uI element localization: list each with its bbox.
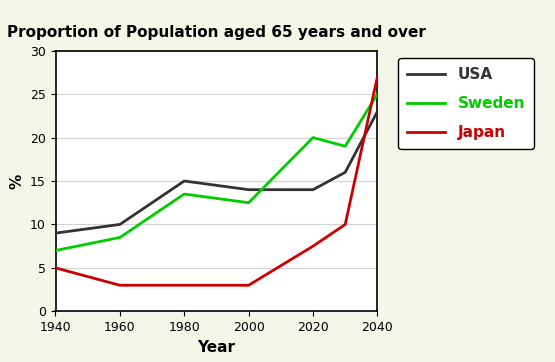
Japan — [117, 283, 123, 287]
Line: USA: USA — [56, 111, 377, 233]
Sweden — [52, 248, 59, 253]
Japan — [374, 75, 381, 79]
Sweden — [181, 192, 188, 196]
Japan — [310, 244, 316, 248]
Line: Japan: Japan — [56, 77, 377, 285]
Japan — [52, 266, 59, 270]
USA — [374, 109, 381, 114]
USA — [213, 183, 220, 188]
USA — [117, 222, 123, 227]
USA — [342, 170, 349, 174]
Japan — [181, 283, 188, 287]
Sweden — [245, 201, 252, 205]
Sweden — [213, 196, 220, 201]
Sweden — [117, 235, 123, 240]
Line: Sweden: Sweden — [56, 94, 377, 251]
Japan — [342, 222, 349, 227]
Text: Proportion of Population aged 65 years and over: Proportion of Population aged 65 years a… — [7, 25, 426, 40]
Sweden — [310, 135, 316, 140]
Sweden — [342, 144, 349, 148]
USA — [245, 188, 252, 192]
Legend: USA, Sweden, Japan: USA, Sweden, Japan — [398, 58, 534, 149]
Y-axis label: %: % — [9, 173, 24, 189]
Japan — [245, 283, 252, 287]
USA — [52, 231, 59, 235]
Japan — [213, 283, 220, 287]
X-axis label: Year: Year — [198, 340, 235, 355]
USA — [181, 179, 188, 183]
USA — [310, 188, 316, 192]
Sweden — [374, 92, 381, 96]
